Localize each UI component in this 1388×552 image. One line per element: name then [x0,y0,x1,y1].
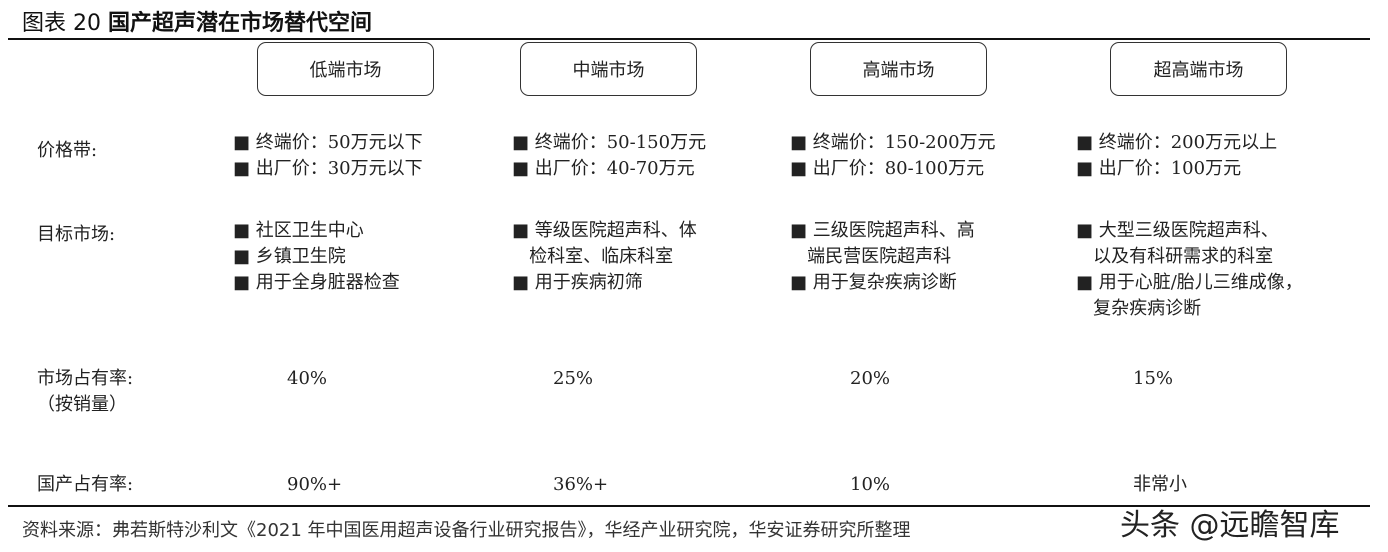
watermark: 头条 @远瞻智库 [1120,508,1340,543]
top-rule [8,38,1370,40]
source-note: 资料来源：弗若斯特沙利文《2021 年中国医用超声设备行业研究报告》，华经产业研… [22,520,911,541]
header-high-end: 高端市场 [810,42,987,96]
domestic-share-value: 非常小 [1133,474,1187,495]
price-item: ■ 终端价：50-150万元 [512,132,707,153]
market-share-value: 15% [1133,368,1174,389]
price-item: ■ 出厂价：40-70万元 [512,158,695,179]
market-share-value: 20% [850,368,891,389]
target-market-item: ■ 用于心脏/胎儿三维成像， [1076,272,1303,293]
price-item: ■ 终端价：200万元以上 [1076,132,1278,153]
domestic-share-value: 10% [850,474,891,495]
target-market-item: 复杂疾病诊断 [1076,298,1202,319]
price-item: ■ 出厂价：30万元以下 [233,158,423,179]
header-low-end: 低端市场 [257,42,434,96]
figure-title: 图表 20 国产超声潜在市场替代空间 [22,5,372,37]
target-market-item: ■ 用于疾病初筛 [512,272,643,293]
label-price: 价格带: [37,140,98,161]
label-target: 目标市场: [37,224,116,245]
target-market-item: ■ 用于复杂疾病诊断 [790,272,957,293]
price-item: ■ 终端价：50万元以下 [233,132,423,153]
target-market-item: ■ 三级医院超声科、高 [790,220,975,241]
price-item: ■ 终端价：150-200万元 [790,132,996,153]
domestic-share-value: 90%+ [287,474,343,495]
domestic-share-value: 36%+ [553,474,609,495]
market-share-value: 40% [287,368,328,389]
bottom-rule [8,505,1370,507]
target-market-item: 以及有科研需求的科室 [1076,246,1274,267]
target-market-item: ■ 乡镇卫生院 [233,246,346,267]
target-market-item: ■ 用于全身脏器检查 [233,272,400,293]
price-item: ■ 出厂价：100万元 [1076,158,1242,179]
label-share-sub: （按销量） [37,394,127,415]
market-share-value: 25% [553,368,594,389]
target-market-item: ■ 等级医院超声科、体 [512,220,697,241]
price-item: ■ 出厂价：80-100万元 [790,158,985,179]
target-market-item: 检科室、临床科室 [512,246,674,267]
figure-title-text: 国产超声潜在市场替代空间 [108,11,373,36]
figure-number: 图表 20 [22,11,101,36]
label-domestic: 国产占有率: [37,474,134,495]
header-ultra-high-end: 超高端市场 [1110,42,1287,96]
header-mid-end: 中端市场 [520,42,697,96]
label-share: 市场占有率: [37,368,134,389]
target-market-item: ■ 社区卫生中心 [233,220,364,241]
target-market-item: 端民营医院超声科 [790,246,952,267]
target-market-item: ■ 大型三级医院超声科、 [1076,220,1279,241]
